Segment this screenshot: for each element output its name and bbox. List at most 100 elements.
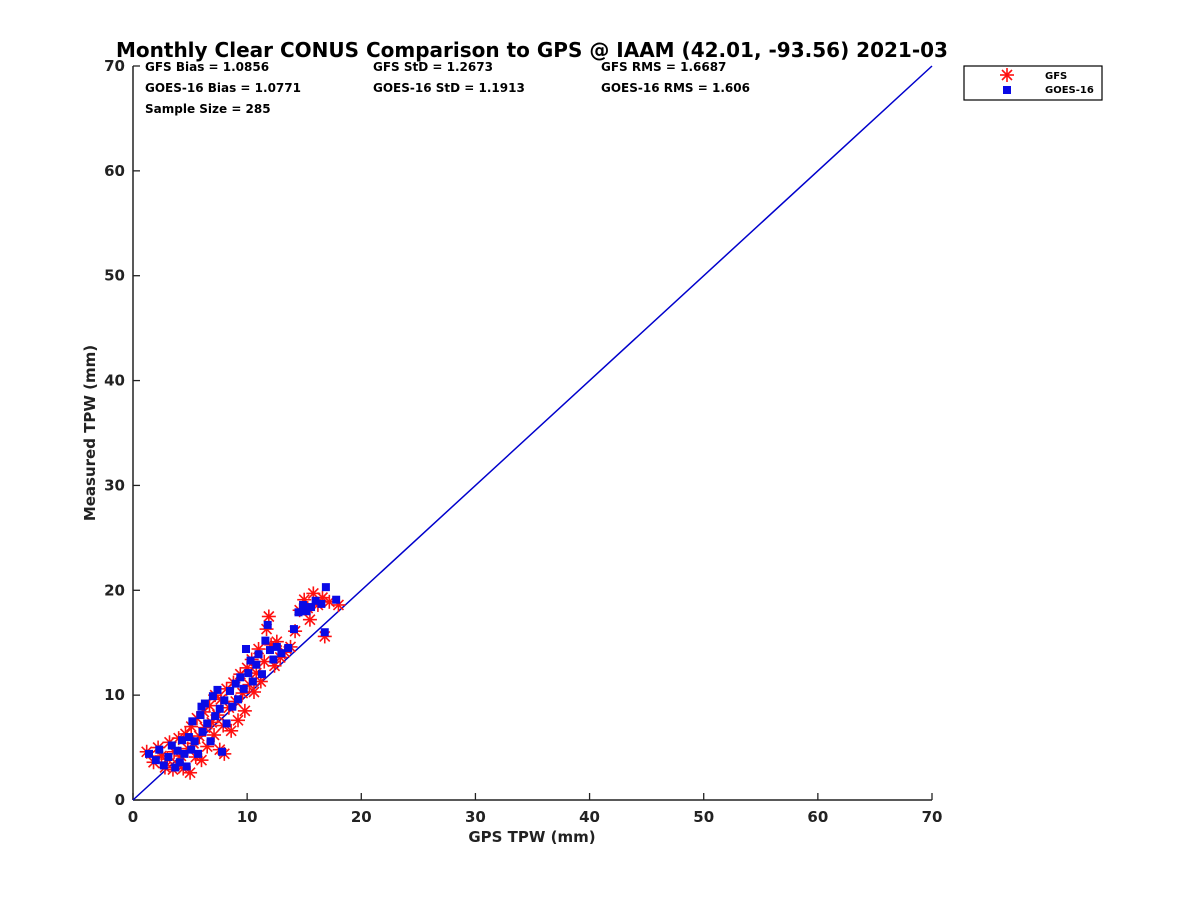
- y-tick-label: 30: [104, 476, 125, 494]
- goes-16-point: [175, 758, 184, 767]
- goes-16-point: [164, 753, 173, 762]
- gfs-point: [231, 713, 246, 728]
- legend-gfs-marker: [1000, 68, 1014, 82]
- y-tick-label: 50: [104, 267, 125, 285]
- goes-16-point: [188, 717, 197, 726]
- x-tick-label: 40: [579, 808, 600, 826]
- goes-16-point: [248, 677, 257, 686]
- goes-16-point: [151, 756, 160, 765]
- goes-16-point: [332, 595, 341, 604]
- goes-16-point: [203, 719, 212, 728]
- x-tick-label: 10: [237, 808, 258, 826]
- goes-16-point: [231, 679, 240, 688]
- goes-16-point: [307, 603, 316, 612]
- one-to-one-line: [132, 65, 933, 801]
- y-tick-label: 60: [104, 162, 125, 180]
- stat-gfs-rms: GFS RMS = 1.6687: [601, 60, 726, 74]
- goes-16-point: [222, 719, 231, 728]
- y-tick-label: 10: [104, 686, 125, 704]
- goes-16-point: [302, 607, 311, 616]
- x-tick-label: 0: [128, 808, 138, 826]
- goes-16-point: [320, 628, 329, 637]
- x-tick-label: 30: [465, 808, 486, 826]
- gfs-point: [237, 703, 252, 718]
- goes-16-point: [220, 696, 229, 705]
- x-tick-label: 20: [351, 808, 372, 826]
- goes-16-point: [173, 746, 182, 755]
- y-tick-label: 40: [104, 372, 125, 390]
- goes-16-point: [167, 741, 176, 750]
- goes-16-point: [190, 737, 199, 746]
- goes-16-point: [208, 692, 217, 701]
- goes-16-point: [311, 596, 320, 605]
- goes-16-point: [236, 673, 245, 682]
- stat-gfs-std: GFS StD = 1.2673: [373, 60, 493, 74]
- goes-16-point: [294, 608, 303, 617]
- goes-16-point: [239, 684, 248, 693]
- x-axis-label: GPS TPW (mm): [468, 828, 595, 846]
- stat-goes-rms: GOES-16 RMS = 1.606: [601, 81, 750, 95]
- y-axis-label: Measured TPW (mm): [81, 345, 99, 521]
- goes-16-point: [261, 636, 270, 645]
- goes-16-point: [197, 702, 206, 711]
- goes-16-point: [321, 583, 330, 592]
- stat-goes-std: GOES-16 StD = 1.1913: [373, 81, 525, 95]
- goes-16-point: [184, 733, 193, 742]
- goes-16-point: [246, 656, 255, 665]
- goes-16-point: [198, 727, 207, 736]
- goes-16-point: [178, 736, 187, 745]
- goes-16-series: [144, 583, 341, 772]
- goes-16-point: [159, 761, 168, 770]
- y-tick-label: 70: [104, 57, 125, 75]
- goes-16-point: [171, 763, 180, 772]
- axes: [132, 66, 932, 801]
- goes-16-point: [211, 712, 220, 721]
- goes-16-point: [196, 711, 205, 720]
- goes-16-point: [299, 600, 308, 609]
- goes-16-point: [284, 643, 293, 652]
- goes-16-point: [155, 745, 164, 754]
- goes-16-point: [228, 702, 237, 711]
- goes-16-point: [144, 749, 153, 758]
- goes-16-point: [182, 762, 191, 771]
- goes-16-point: [242, 645, 251, 654]
- goes-16-point: [257, 670, 266, 679]
- stat-goes-bias: GOES-16 Bias = 1.0771: [145, 81, 301, 95]
- y-ticks: 0 10 20 30 40 50 60 70: [104, 57, 140, 809]
- x-tick-label: 70: [922, 808, 943, 826]
- stat-sample-size: Sample Size = 285: [145, 102, 271, 116]
- legend-gfs-label: GFS: [1045, 71, 1067, 82]
- goes-16-point: [194, 749, 203, 758]
- x-tick-label: 60: [807, 808, 828, 826]
- goes-16-point: [244, 669, 253, 678]
- goes-16-point: [265, 646, 274, 655]
- goes-16-point: [263, 620, 272, 629]
- goes-16-point: [213, 685, 222, 694]
- goes-16-point: [252, 660, 261, 669]
- stat-gfs-bias: GFS Bias = 1.0856: [145, 60, 269, 74]
- gfs-point: [224, 723, 239, 738]
- legend-box: [963, 65, 1103, 101]
- goes-16-point: [317, 599, 326, 608]
- goes-16-point: [187, 745, 196, 754]
- chart-title: Monthly Clear CONUS Comparison to GPS @ …: [116, 38, 948, 62]
- goes-16-point: [289, 625, 298, 634]
- goes-16-point: [180, 749, 189, 758]
- goes-16-point: [272, 642, 281, 651]
- legend: GFS GOES-16: [963, 65, 1103, 101]
- goes-16-point: [215, 704, 224, 713]
- x-ticks: 0 10 20 30 40 50 60 70: [128, 793, 943, 826]
- goes-16-point: [254, 650, 263, 659]
- y-tick-label: 20: [104, 581, 125, 599]
- goes-16-point: [226, 686, 235, 695]
- y-tick-label: 0: [115, 791, 125, 809]
- x-tick-label: 50: [693, 808, 714, 826]
- goes-16-point: [206, 737, 215, 746]
- gfs-point: [246, 684, 261, 699]
- goes-16-point: [269, 655, 278, 664]
- legend-goes-marker: [1003, 86, 1011, 94]
- goes-16-point: [234, 695, 243, 704]
- goes-16-point: [218, 747, 227, 756]
- legend-goes-label: GOES-16: [1045, 85, 1094, 96]
